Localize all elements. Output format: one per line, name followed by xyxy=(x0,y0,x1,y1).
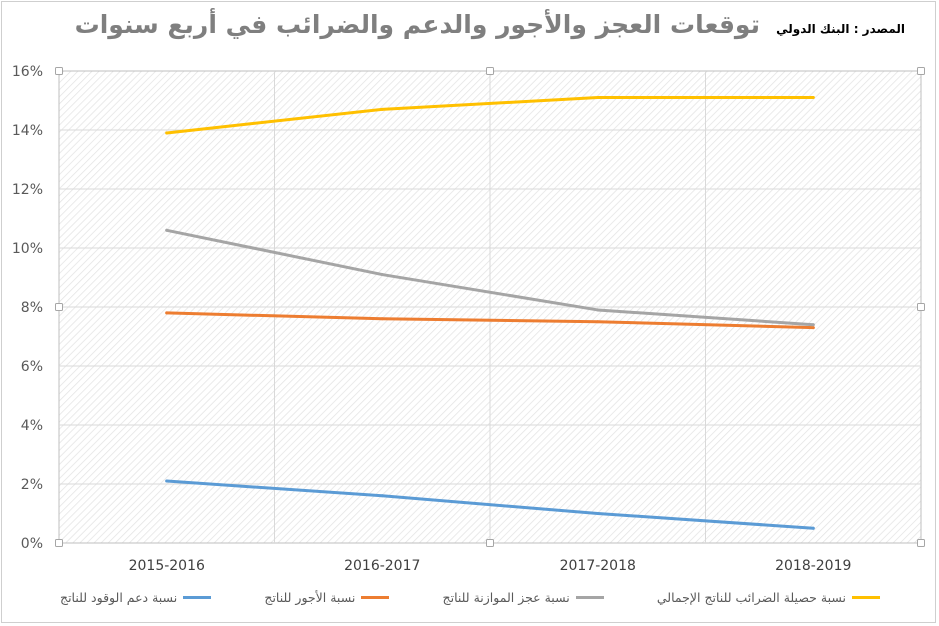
y-tick-label: 10% xyxy=(12,241,43,257)
x-tick-label: 2017-2018 xyxy=(560,558,636,574)
resize-handle[interactable] xyxy=(918,68,925,75)
legend-label-fuel-subsidy: نسبة دعم الوقود للناتج xyxy=(60,590,177,605)
x-tick-label: 2015-2016 xyxy=(129,558,205,574)
data-point-wages xyxy=(812,326,815,329)
data-point-budget-deficit xyxy=(812,323,815,326)
data-point-fuel-subsidy xyxy=(381,494,384,497)
y-tick-label: 14% xyxy=(12,123,43,139)
y-tick-label: 12% xyxy=(12,182,43,198)
y-tick-label: 8% xyxy=(21,300,43,316)
y-tick-label: 4% xyxy=(21,418,43,434)
data-point-fuel-subsidy xyxy=(596,512,599,515)
legend-item-wages: نسبة الأجور للناتج xyxy=(264,590,389,605)
data-point-budget-deficit xyxy=(165,229,168,232)
resize-handle[interactable] xyxy=(56,540,63,547)
resize-handle[interactable] xyxy=(487,540,494,547)
data-point-wages xyxy=(381,317,384,320)
resize-handle[interactable] xyxy=(56,68,63,75)
legend-swatch-budget-deficit xyxy=(576,596,604,599)
legend-label-tax-revenue: نسبة حصيلة الضرائب للناتج الإجمالي xyxy=(657,590,846,605)
legend-swatch-fuel-subsidy xyxy=(183,596,211,599)
data-point-tax-revenue xyxy=(381,108,384,111)
data-point-tax-revenue xyxy=(596,96,599,99)
y-tick-label: 0% xyxy=(21,536,43,552)
y-tick-label: 2% xyxy=(21,477,43,493)
y-tick-label: 6% xyxy=(21,359,43,375)
legend-item-tax-revenue: نسبة حصيلة الضرائب للناتج الإجمالي xyxy=(657,590,880,605)
resize-handle[interactable] xyxy=(918,304,925,311)
legend-swatch-tax-revenue xyxy=(852,596,880,599)
resize-handle[interactable] xyxy=(56,304,63,311)
legend-swatch-wages xyxy=(361,596,389,599)
data-point-wages xyxy=(165,311,168,314)
x-tick-label: 2016-2017 xyxy=(344,558,420,574)
legend-item-budget-deficit: نسبة عجز الموازنة للناتج xyxy=(443,590,604,605)
data-point-fuel-subsidy xyxy=(165,480,168,483)
legend: نسبة دعم الوقود للناتج نسبة الأجور للنات… xyxy=(60,590,880,605)
data-point-fuel-subsidy xyxy=(812,527,815,530)
data-point-budget-deficit xyxy=(596,308,599,311)
data-point-tax-revenue xyxy=(812,96,815,99)
x-tick-label: 2018-2019 xyxy=(775,558,851,574)
resize-handle[interactable] xyxy=(487,68,494,75)
legend-label-budget-deficit: نسبة عجز الموازنة للناتج xyxy=(443,590,570,605)
data-point-wages xyxy=(596,320,599,323)
y-tick-label: 16% xyxy=(12,64,43,80)
legend-label-wages: نسبة الأجور للناتج xyxy=(264,590,355,605)
resize-handle[interactable] xyxy=(918,540,925,547)
data-point-tax-revenue xyxy=(165,131,168,134)
data-point-budget-deficit xyxy=(381,273,384,276)
legend-item-fuel-subsidy: نسبة دعم الوقود للناتج xyxy=(60,590,211,605)
